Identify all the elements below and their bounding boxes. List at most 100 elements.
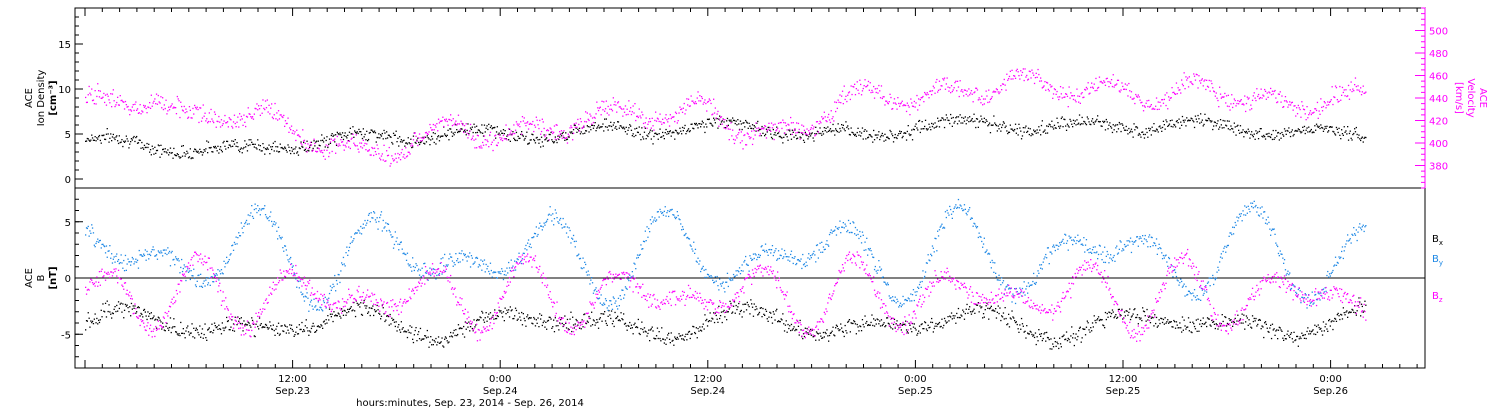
top-point-1 xyxy=(160,96,161,97)
bottom-point-0 xyxy=(1251,327,1252,328)
top-point-0 xyxy=(902,137,903,138)
top-point-0 xyxy=(327,147,328,148)
bottom-point-0 xyxy=(885,325,886,326)
top-point-1 xyxy=(328,156,329,157)
top-point-0 xyxy=(1270,137,1271,138)
top-point-0 xyxy=(938,121,939,122)
top-point-1 xyxy=(862,90,863,91)
bottom-point-0 xyxy=(215,325,216,326)
bottom-point-0 xyxy=(1025,337,1026,338)
top-point-0 xyxy=(154,147,155,148)
top-point-0 xyxy=(892,135,893,136)
top-point-1 xyxy=(435,126,436,127)
bottom-point-0 xyxy=(1040,336,1041,337)
top-point-1 xyxy=(543,121,544,122)
top-point-0 xyxy=(1091,120,1092,121)
top-point-1 xyxy=(1237,100,1238,101)
top-point-1 xyxy=(684,113,685,114)
bottom-point-1 xyxy=(447,266,448,267)
bottom-point-0 xyxy=(943,325,944,326)
top-point-0 xyxy=(1281,132,1282,133)
top-point-0 xyxy=(334,141,335,142)
top-point-1 xyxy=(1298,105,1299,106)
top-point-1 xyxy=(447,125,448,126)
top-point-0 xyxy=(728,125,729,126)
bottom-point-1 xyxy=(266,216,267,217)
bottom-point-0 xyxy=(687,334,688,335)
top-point-0 xyxy=(331,135,332,136)
bottom-point-1 xyxy=(415,267,416,268)
bottom-point-0 xyxy=(108,304,109,305)
bottom-point-0 xyxy=(1088,329,1089,330)
top-point-0 xyxy=(1203,125,1204,126)
bottom-point-0 xyxy=(729,301,730,302)
top-point-0 xyxy=(354,130,355,131)
top-point-0 xyxy=(144,145,145,146)
top-point-0 xyxy=(356,133,357,134)
bottom-point-0 xyxy=(1185,328,1186,329)
top-point-0 xyxy=(140,148,141,149)
top-point-0 xyxy=(146,143,147,144)
top-point-0 xyxy=(376,141,377,142)
top-point-0 xyxy=(221,150,222,151)
bottom-point-1 xyxy=(185,280,186,281)
top-point-1 xyxy=(1103,80,1104,81)
top-point-1 xyxy=(498,142,499,143)
top-point-1 xyxy=(1089,93,1090,94)
bottom-point-0 xyxy=(551,328,552,329)
bottom-point-0 xyxy=(751,303,752,304)
bottom-point-0 xyxy=(425,335,426,336)
top-point-0 xyxy=(1025,126,1026,127)
bottom-point-1 xyxy=(508,262,509,263)
top-point-1 xyxy=(227,121,228,122)
top-point-0 xyxy=(998,125,999,126)
top-point-0 xyxy=(286,150,287,151)
top-point-0 xyxy=(821,135,822,136)
top-point-0 xyxy=(274,141,275,142)
bottom-point-0 xyxy=(197,329,198,330)
top-point-1 xyxy=(895,102,896,103)
bottom-point-0 xyxy=(1339,319,1340,320)
top-point-1 xyxy=(537,120,538,121)
bottom-point-0 xyxy=(518,313,519,314)
top-point-0 xyxy=(1274,139,1275,140)
bottom-point-0 xyxy=(945,320,946,321)
top-point-1 xyxy=(1280,102,1281,103)
top-point-0 xyxy=(595,130,596,131)
top-point-1 xyxy=(867,85,868,86)
bottom-point-0 xyxy=(194,337,195,338)
bottom-point-1 xyxy=(268,220,269,221)
top-point-1 xyxy=(207,122,208,123)
top-point-1 xyxy=(1301,101,1302,102)
bottom-point-0 xyxy=(362,315,363,316)
bottom-point-0 xyxy=(1020,329,1021,330)
top-point-1 xyxy=(465,129,466,130)
bottom-point-0 xyxy=(1050,348,1051,349)
bottom-point-1 xyxy=(491,270,492,271)
top-point-0 xyxy=(862,127,863,128)
top-point-0 xyxy=(321,134,322,135)
bottom-point-0 xyxy=(473,319,474,320)
top-point-1 xyxy=(787,129,788,130)
bottom-point-0 xyxy=(709,320,710,321)
bottom-point-1 xyxy=(189,270,190,271)
bottom-point-1 xyxy=(307,298,308,299)
top-point-1 xyxy=(934,93,935,94)
bottom-point-1 xyxy=(181,259,182,260)
top-point-0 xyxy=(500,130,501,131)
top-point-1 xyxy=(1127,85,1128,86)
top-point-0 xyxy=(534,140,535,141)
bottom-point-0 xyxy=(1094,315,1095,316)
bottom-point-0 xyxy=(1283,340,1284,341)
top-point-1 xyxy=(850,99,851,100)
bottom-point-1 xyxy=(556,217,557,218)
bottom-point-0 xyxy=(255,336,256,337)
top-point-0 xyxy=(380,134,381,135)
bottom-point-0 xyxy=(220,329,221,330)
bottom-point-1 xyxy=(527,243,528,244)
top-point-0 xyxy=(115,136,116,137)
bottom-point-0 xyxy=(678,333,679,334)
bottom-point-0 xyxy=(1237,315,1238,316)
bottom-point-0 xyxy=(284,324,285,325)
bottom-point-1 xyxy=(278,227,279,228)
